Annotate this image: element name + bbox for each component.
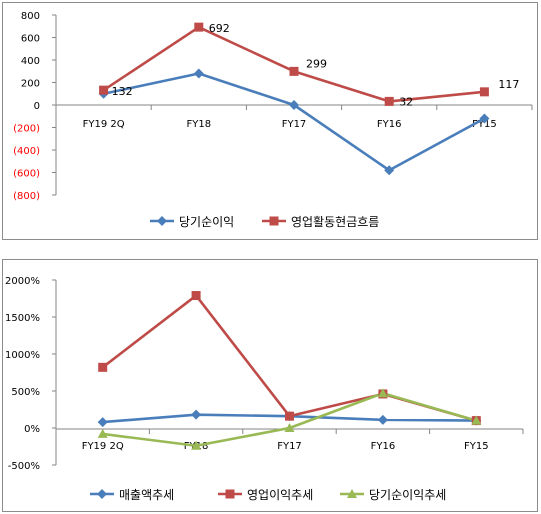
- y-tick-label: (800): [13, 191, 40, 202]
- x-tick-label: FY15: [472, 119, 497, 130]
- x-tick-label: FY19 2Q: [83, 119, 125, 130]
- y-tick-label: -500%: [8, 461, 40, 472]
- series-line: [101, 294, 477, 422]
- x-tick-label: FY19 2Q: [82, 441, 124, 452]
- data-point: [479, 87, 489, 97]
- data-point: [377, 388, 388, 398]
- data-point: [384, 165, 395, 176]
- y-tick-label: 0: [34, 101, 40, 112]
- series-line: [102, 25, 485, 103]
- data-point: [97, 417, 108, 428]
- data-point: [471, 415, 482, 425]
- data-point: [193, 68, 204, 79]
- data-label: 299: [306, 57, 327, 70]
- data-point: [384, 96, 394, 106]
- data-label: 117: [498, 78, 519, 91]
- data-point: [289, 66, 299, 76]
- data-point: [191, 291, 201, 301]
- data-point: [377, 414, 388, 425]
- data-point: [285, 411, 294, 421]
- data-point: [97, 428, 108, 438]
- legend-marker: [97, 489, 107, 499]
- data-point: [479, 113, 490, 124]
- x-tick-label: FY17: [282, 119, 307, 130]
- data-point: [191, 440, 202, 450]
- y-tick-label: 600: [21, 34, 40, 45]
- legend-marker: [269, 216, 279, 226]
- y-tick-label: 1500%: [5, 313, 40, 324]
- data-point: [289, 100, 299, 110]
- legend-marker: [157, 216, 167, 226]
- data-label: 132: [112, 85, 133, 98]
- y-tick-label: (600): [13, 169, 40, 180]
- x-tick-label: FY15: [464, 441, 489, 452]
- legend-label: 당기순이익추세: [369, 488, 446, 502]
- y-tick-label: 400: [21, 56, 40, 67]
- data-point: [284, 423, 295, 432]
- legend-marker: [347, 489, 357, 498]
- y-tick-label: 200: [21, 79, 40, 90]
- y-tick-label: (400): [13, 146, 40, 157]
- legend-label: 영업활동현금흐름: [291, 215, 379, 229]
- y-tick-label: 500%: [11, 387, 40, 398]
- legend-marker: [225, 489, 235, 499]
- data-point: [191, 409, 202, 420]
- legend-label: 영업이익추세: [247, 488, 313, 502]
- x-tick-label: FY17: [277, 441, 302, 452]
- y-tick-label: (200): [13, 124, 40, 135]
- legend-label: 당기순이익: [179, 215, 234, 229]
- y-tick-label: 800: [21, 11, 40, 22]
- x-tick-label: FY16: [371, 441, 396, 452]
- data-label: 32: [399, 95, 413, 108]
- y-tick-label: 0%: [24, 424, 40, 435]
- y-tick-label: 1000%: [5, 350, 40, 361]
- chart-panel-top: [2, 2, 538, 240]
- y-tick-label: 2000%: [5, 276, 40, 287]
- data-point: [194, 22, 204, 32]
- data-point: [99, 85, 109, 95]
- legend-label: 매출액추세: [119, 488, 174, 502]
- chart-panel-bottom: [2, 259, 538, 512]
- x-tick-label: FY16: [377, 119, 402, 130]
- x-tick-label: FY18: [187, 119, 212, 130]
- data-point: [98, 362, 108, 372]
- data-label: 692: [209, 22, 230, 35]
